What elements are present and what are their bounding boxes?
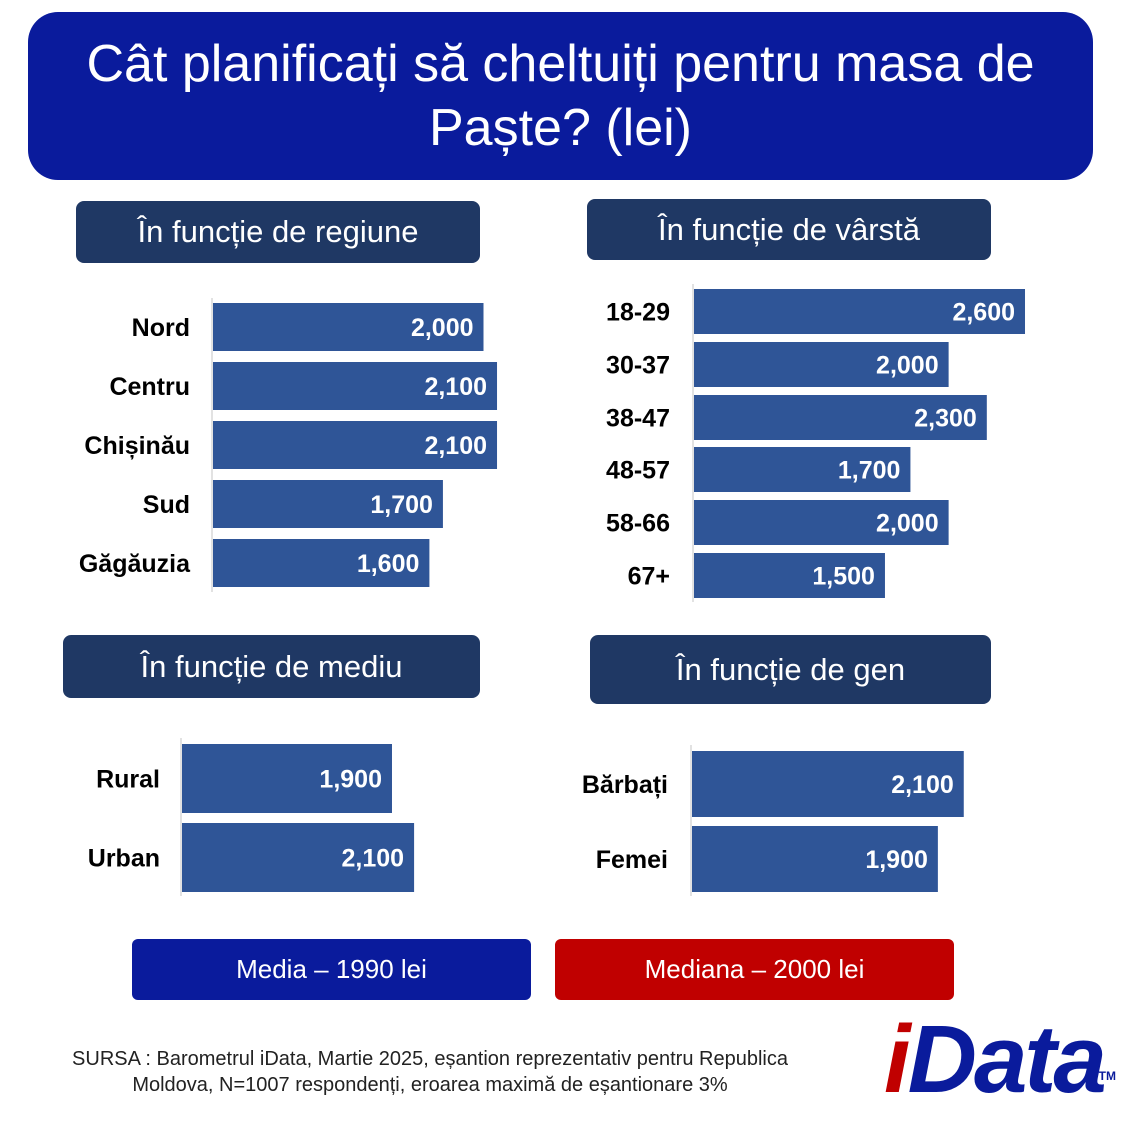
bar-67 [694, 553, 885, 598]
bar-value-chisinau: 2,100 [424, 432, 487, 460]
age-chart: 2,600 18-29 2,000 30-37 2,300 38-47 1,700 48-57… [606, 284, 1026, 602]
bar-centru [213, 362, 498, 410]
page-title: Cât planificați să cheltuiți pentru masa… [86, 35, 1035, 157]
gender-chart: 2,100 Bărbați 1,900 Femei [582, 745, 964, 896]
category-label-58-66: 58-66 [606, 510, 670, 538]
bar-value-18-29: 2,600 [952, 299, 1015, 327]
bar-58-66 [694, 500, 949, 545]
bar-value-58-66: 2,000 [876, 510, 939, 538]
bar-value-urban: 2,100 [342, 845, 405, 873]
logo-trademark: TM [1098, 1069, 1116, 1083]
bar-value-48-57: 1,700 [838, 457, 901, 485]
category-label-nord: Nord [132, 314, 190, 342]
bar-femei [692, 826, 938, 892]
environment-panel-header: În funcție de mediu [63, 635, 480, 698]
region-chart: 2,000 Nord 2,100 Centru 2,100 Chișinău 1,700 Su… [79, 298, 498, 592]
bar-gagauzia [213, 539, 430, 587]
median-box: Mediana – 2000 lei [555, 939, 954, 1000]
bar-30-37 [694, 342, 949, 387]
mean-box: Media – 1990 lei [132, 939, 531, 1000]
source-line-1: SURSA : Barometrul iData, Martie 2025, e… [72, 1048, 788, 1070]
category-label-67: 67+ [628, 563, 670, 591]
bar-value-38-47: 2,300 [914, 405, 977, 433]
gender-panel-header: În funcție de gen [590, 635, 991, 704]
title-banner: Cât planificați să cheltuiți pentru masa… [28, 12, 1093, 180]
bar-value-sud: 1,700 [370, 491, 433, 519]
bar-48-57 [694, 447, 911, 492]
bar-barbati [692, 751, 964, 817]
category-label-sud: Sud [143, 491, 190, 519]
category-label-38-47: 38-47 [606, 405, 670, 433]
source-note: SURSA : Barometrul iData, Martie 2025, e… [30, 1046, 830, 1098]
bar-18-29 [694, 289, 1026, 334]
bar-value-gagauzia: 1,600 [357, 550, 420, 578]
category-label-centru: Centru [109, 373, 190, 401]
logo-letter-i: i [884, 1006, 911, 1113]
environment-chart: 1,900 Rural 2,100 Urban [88, 738, 415, 896]
category-label-30-37: 30-37 [606, 352, 670, 380]
source-line-2: Moldova, N=1007 respondenți, eroarea max… [132, 1074, 728, 1096]
region-panel-header: În funcție de regiune [76, 201, 480, 263]
category-label-48-57: 48-57 [606, 457, 670, 485]
bar-nord [213, 303, 484, 351]
bar-value-30-37: 2,000 [876, 352, 939, 380]
logo-word-data: Data [907, 1006, 1107, 1113]
category-label-barbati: Bărbați [582, 771, 668, 799]
bar-sud [213, 480, 443, 528]
idata-logo: iData TM [884, 1010, 1116, 1110]
category-label-18-29: 18-29 [606, 299, 670, 327]
age-panel-header: În funcție de vârstă [587, 199, 991, 260]
bar-38-47 [694, 395, 987, 440]
category-label-gagauzia: Găgăuzia [79, 550, 191, 578]
category-label-femei: Femei [596, 846, 668, 874]
category-label-rural: Rural [96, 766, 160, 794]
bar-urban [182, 823, 415, 892]
category-label-chisinau: Chișinău [84, 432, 190, 460]
bar-value-67: 1,500 [812, 563, 875, 591]
bar-value-barbati: 2,100 [891, 771, 954, 799]
bar-rural [182, 744, 392, 813]
category-label-urban: Urban [88, 845, 160, 873]
bar-chisinau [213, 421, 498, 469]
bar-value-centru: 2,100 [424, 373, 487, 401]
bar-value-nord: 2,000 [411, 314, 474, 342]
bar-value-rural: 1,900 [319, 766, 382, 794]
bar-value-femei: 1,900 [865, 846, 928, 874]
